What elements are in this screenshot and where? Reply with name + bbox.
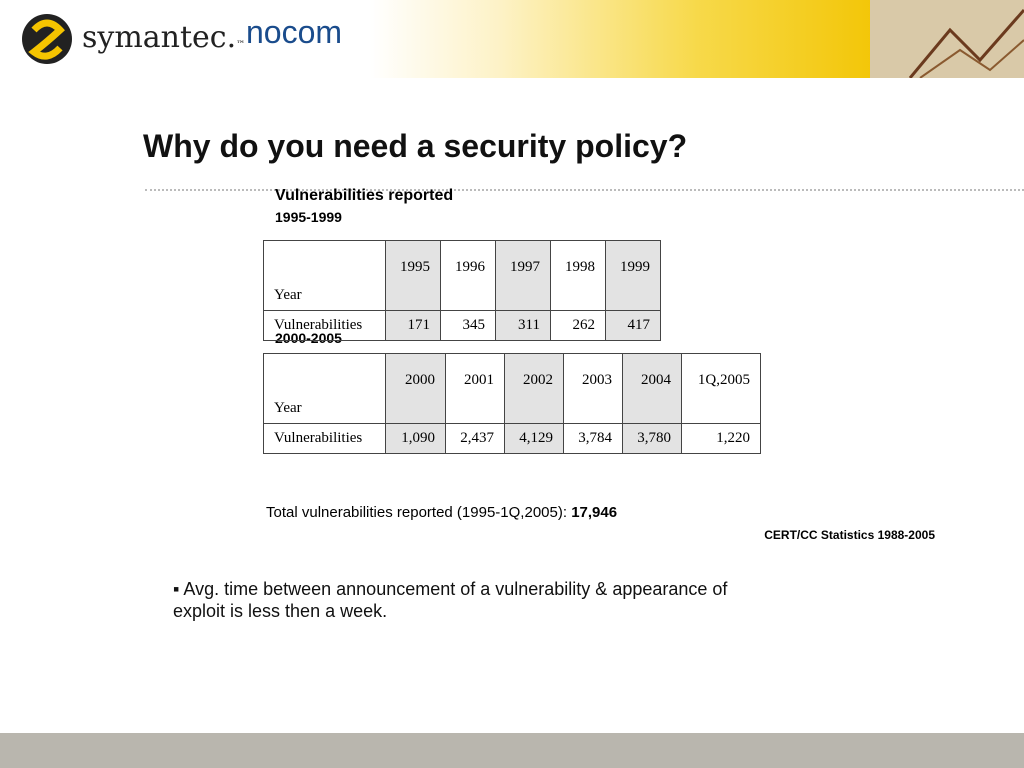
table-cell: 311 — [495, 310, 551, 341]
table-cell: 1999 — [605, 240, 661, 311]
table-cell: 2,437 — [445, 423, 505, 454]
footer-bar — [0, 733, 1024, 768]
table-cell: Vulnerabilities — [263, 310, 386, 341]
table-cell: Year — [263, 353, 386, 424]
table-cell: Year — [263, 240, 386, 311]
logo-name: symantec. — [82, 20, 237, 55]
table: Year 1995 1996 1997 1998 1999 Vulnerabilities 1… — [263, 240, 661, 341]
table-row: Year 1995 1996 1997 1998 1999 — [263, 240, 661, 311]
table-cell: 1,090 — [385, 423, 446, 454]
logo-text: symantec.™ — [82, 20, 245, 55]
table-cell: 345 — [440, 310, 496, 341]
table-row: Year 2000 2001 2002 2003 2004 1Q,2005 — [263, 353, 761, 424]
header-graphic — [870, 0, 1024, 78]
table-cell: 1Q,2005 — [681, 353, 761, 424]
table-cell: 2001 — [445, 353, 505, 424]
table-cell: 2004 — [622, 353, 682, 424]
slide-title: Why do you need a security policy? — [143, 128, 688, 164]
table-cell: 3,780 — [622, 423, 682, 454]
table-cell: 2003 — [563, 353, 623, 424]
table-label: 1995-1999 — [275, 209, 342, 225]
table: Year 2000 2001 2002 2003 2004 1Q,2005 Vulnerabi… — [263, 353, 761, 454]
divider — [145, 189, 1024, 191]
table-cell: 417 — [605, 310, 661, 341]
table-row: Vulnerabilities 171 345 311 262 417 — [263, 310, 661, 341]
source: CERT/CC Statistics 1988-2005 — [764, 528, 935, 542]
table-cell: 1,220 — [681, 423, 761, 454]
table-cell: 262 — [550, 310, 606, 341]
table-cell: 1995 — [385, 240, 441, 311]
logo-tm: ™ — [236, 40, 246, 50]
table-row: Vulnerabilities 1,090 2,437 4,129 3,784 3,780… — [263, 423, 761, 454]
table-cell: 1997 — [495, 240, 551, 311]
table-cell: Vulnerabilities — [263, 423, 386, 454]
bullet: ▪ Avg. time between announcement of a vu… — [173, 579, 728, 621]
total-value: 17,946 — [571, 504, 618, 521]
table-cell: 4,129 — [504, 423, 564, 454]
bullet-text: Avg. time between announcement of a vuln… — [173, 579, 728, 621]
total-text: Total vulnerabilities reported (1995-1Q,… — [266, 504, 568, 521]
table-cell: 1996 — [440, 240, 496, 311]
table-cell: 1998 — [550, 240, 606, 311]
section-title: Vulnerabilities reported — [275, 187, 454, 204]
logo-icon — [22, 14, 72, 64]
table-cell: 3,784 — [563, 423, 623, 454]
table-cell: 2000 — [385, 353, 446, 424]
table-cell: 2002 — [504, 353, 564, 424]
table-cell: 171 — [385, 310, 441, 341]
partner-logo: nocom — [246, 14, 343, 50]
